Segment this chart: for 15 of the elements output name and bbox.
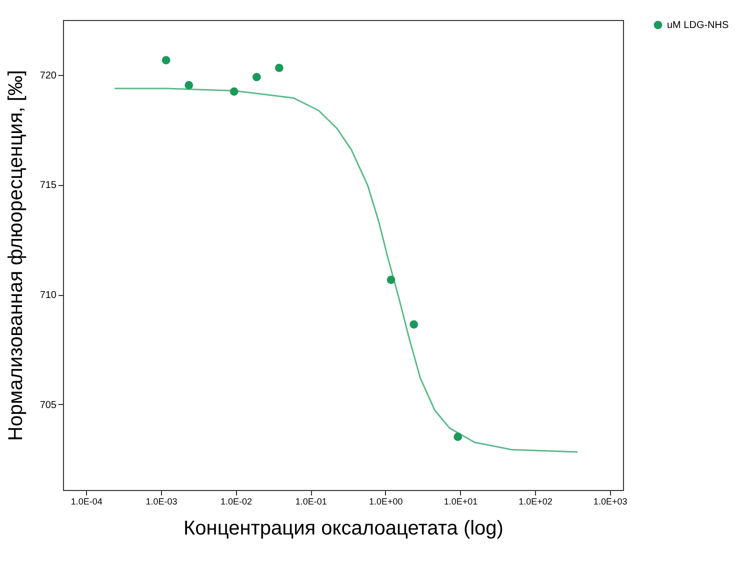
legend-label: uM LDG-NHS (667, 20, 730, 31)
y-tick-label: 720 (40, 70, 57, 82)
y-tick-label: 715 (40, 180, 57, 192)
x-tick-label: 1.0E+01 (444, 496, 478, 506)
y-tick-label: 710 (40, 290, 57, 302)
x-tick-label: 1.0E+00 (369, 496, 403, 506)
x-tick-label: 1.0E-01 (295, 496, 327, 506)
x-axis-title: Концентрация оксалоацетата (log) (184, 518, 504, 540)
y-axis-title: Нормализованная флюоресценция, [‰] (4, 70, 27, 441)
x-tick-label: 1.0E-02 (220, 496, 252, 506)
x-tick-label: 1.0E-03 (146, 496, 178, 506)
x-tick-label: 1.0E-04 (70, 496, 102, 506)
x-tick-label: 1.0E+02 (518, 496, 552, 506)
x-tick-label: 1.0E+03 (593, 496, 628, 506)
y-tick-label: 705 (40, 400, 57, 411)
